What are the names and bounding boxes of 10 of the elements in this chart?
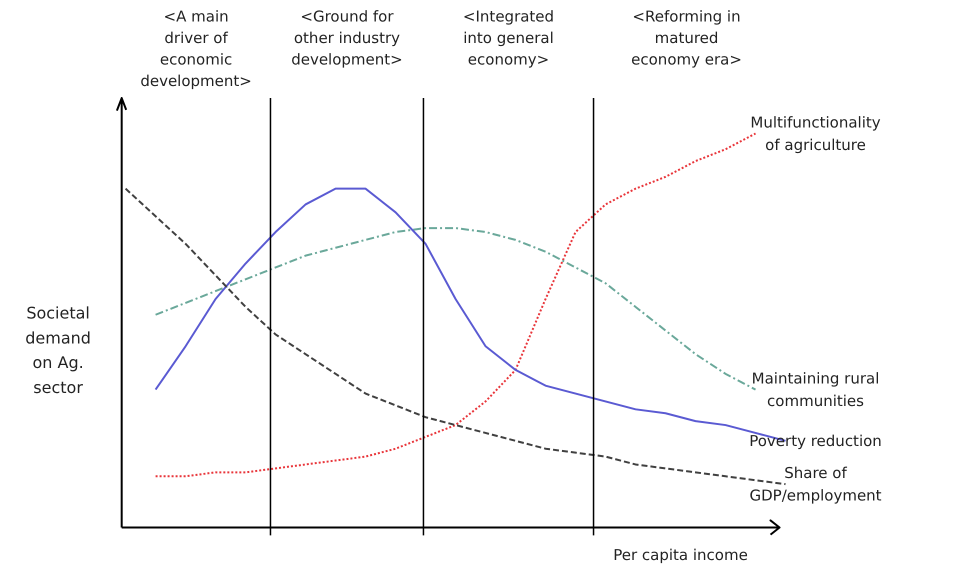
x-axis-title: Per capita income: [613, 546, 748, 564]
series-label: Poverty reduction: [749, 432, 882, 450]
series-label: Share of GDP/employment: [749, 464, 882, 504]
y-axis-title: Societal demand on Ag. sector: [25, 304, 91, 397]
text: <Integrated into general economy>: [462, 7, 554, 69]
series-label: Multifunctionality of agriculture: [750, 113, 881, 154]
text: <Ground for other industry development>: [291, 7, 403, 69]
series-label: Maintaining rural communities: [752, 369, 880, 410]
text: <A main driver of economic development>: [140, 7, 252, 90]
text: <Reforming in matured economy era>: [631, 7, 742, 69]
